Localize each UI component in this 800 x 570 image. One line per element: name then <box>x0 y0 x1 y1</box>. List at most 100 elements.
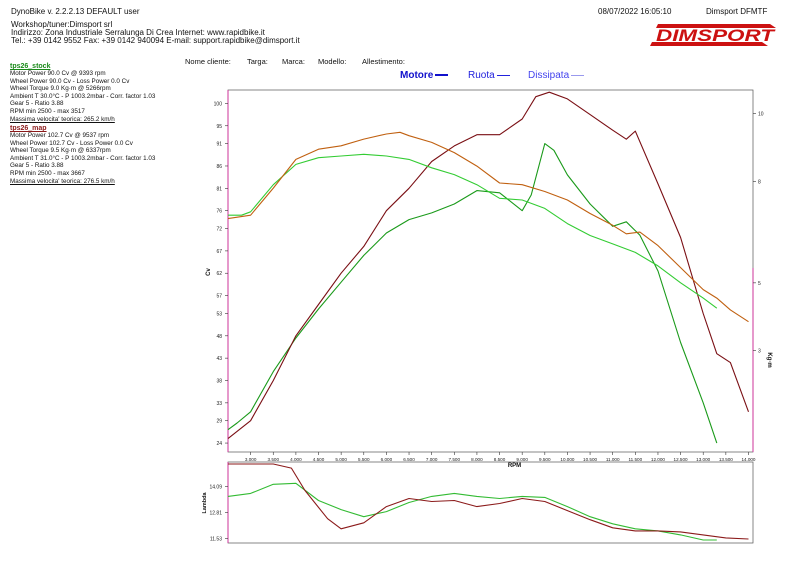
lambda-y-tick-label: 12.81 <box>209 510 222 516</box>
y-tick-label: 38 <box>216 378 222 384</box>
run-title-stock: tps26_stock <box>10 63 51 70</box>
product-name: Dimsport DFMTF <box>706 7 768 16</box>
y2-tick-label: 3 <box>758 349 761 355</box>
lambda-line-tps26_map <box>228 463 749 540</box>
run-title-map: tps26_map <box>10 125 47 132</box>
x-tick-label: 9.000 <box>516 457 528 462</box>
run-info-stock: tps26_stock Motor Power 90.0 Cv @ 9393 r… <box>10 63 155 123</box>
run-line: Gear 5 - Ratio 3.88 <box>10 100 64 108</box>
run-line: Motor Power 90.0 Cv @ 9393 rpm <box>10 70 106 77</box>
workshop-line-3: Tel.: +39 0142 9552 Fax: +39 0142 940094… <box>11 36 300 45</box>
client-name-label: Nome cliente: <box>185 57 231 66</box>
x-tick-label: 4.000 <box>290 457 302 462</box>
y2-axis-label: Kg·m <box>766 352 772 367</box>
y-axis-label: Cv <box>206 268 212 276</box>
x-tick-label: 7.000 <box>426 457 438 462</box>
legend-dissipata-line <box>571 74 585 76</box>
series-line-tps26_map-torque <box>227 131 749 323</box>
x-tick-label: 10.000 <box>560 457 574 462</box>
legend-ruota-line <box>496 74 510 76</box>
lambda-frame <box>227 461 754 544</box>
y-tick-label: 53 <box>216 311 222 317</box>
x-tick-label: 12.000 <box>651 457 665 462</box>
legend-dissipata-label: Dissipata <box>528 70 570 81</box>
x-tick-label: 5.000 <box>335 457 347 462</box>
y-tick-label: 33 <box>216 401 222 407</box>
run-line: Wheel Power 102.7 Cv - Loss Power 0.0 Cv <box>10 139 133 147</box>
lambda-line-tps26_stock <box>227 482 717 541</box>
x-tick-label: 6.000 <box>381 457 393 462</box>
x-axis-label: RPM <box>508 463 521 469</box>
x-tick-label: 4.500 <box>313 457 325 462</box>
legend-motore: Motore <box>400 70 449 81</box>
y-tick-label: 24 <box>216 441 222 447</box>
brand-label: Marca: <box>282 57 305 66</box>
x-tick-label: 3.500 <box>268 457 280 462</box>
y-tick-label: 100 <box>214 101 223 107</box>
x-tick-label: 11.500 <box>628 457 642 462</box>
y-tick-label: 72 <box>216 227 222 233</box>
model-label: Modello: <box>318 57 347 66</box>
run-line: RPM min 2500 - max 3517 <box>10 107 85 115</box>
run-line: Gear 5 - Ratio 3.88 <box>10 162 64 170</box>
y-tick-label: 62 <box>216 271 222 277</box>
series-line-tps26_map-power <box>227 91 750 440</box>
y-tick-label: 57 <box>216 294 222 300</box>
x-tick-label: 3.000 <box>245 457 257 462</box>
x-tick-label: 6.500 <box>403 457 415 462</box>
x-tick-label: 5.500 <box>358 457 370 462</box>
run-speed: Massima velocita' teorica: 265.2 km/h <box>10 115 115 123</box>
x-tick-label: 7.500 <box>449 457 461 462</box>
x-tick-label: 12.500 <box>674 457 688 462</box>
run-line: RPM min 2500 - max 3667 <box>10 169 85 177</box>
run-line: Wheel Power 90.0 Cv - Loss Power 0.0 Cv <box>10 77 130 85</box>
lambda-y-tick-label: 14.09 <box>209 485 222 491</box>
x-tick-label: 9.500 <box>539 457 551 462</box>
run-line: Motor Power 102.7 Cv @ 9537 rpm <box>10 132 110 139</box>
y2-tick-label: 10 <box>758 112 764 118</box>
y-tick-label: 76 <box>216 209 222 215</box>
y-tick-label: 48 <box>216 334 222 340</box>
dimsport-logo: DIMSPORT <box>650 20 780 48</box>
run-speed: Massima velocita' teorica: 276.5 km/h <box>10 177 115 185</box>
legend-motore-line <box>435 74 449 77</box>
series-line-tps26_stock-power <box>227 143 718 444</box>
x-tick-label: 13.500 <box>719 457 733 462</box>
y-tick-label: 91 <box>216 142 222 148</box>
legend-ruota-label: Ruota <box>468 70 495 81</box>
legend-motore-label: Motore <box>400 70 434 81</box>
x-tick-label: 11.000 <box>606 457 620 462</box>
x-tick-label: 8.500 <box>494 457 506 462</box>
run-line: Ambient T 30.0°C - P 1003.2mbar - Corr. … <box>10 92 156 100</box>
plot-frame <box>227 89 754 453</box>
workshop-line-2: Indirizzo: Zona Industriale Serralunga D… <box>11 28 265 37</box>
plate-label: Targa: <box>247 57 268 66</box>
legend-dissipata: Dissipata <box>528 70 585 81</box>
setup-label: Allestimento: <box>362 57 405 66</box>
y2-tick-label: 8 <box>758 179 761 185</box>
x-tick-label: 13.000 <box>696 457 710 462</box>
y-tick-label: 95 <box>216 124 222 130</box>
series-line-tps26_stock-torque <box>228 153 718 309</box>
x-tick-label: 14.000 <box>741 457 755 462</box>
lambda-y-tick-label: 11.53 <box>210 536 222 542</box>
app-version: DynoBike v. 2.2.2.13 DEFAULT user <box>11 7 140 16</box>
run-line: Ambient T 31.0°C - P 1003.2mbar - Corr. … <box>10 154 156 162</box>
y-tick-label: 67 <box>216 249 222 255</box>
x-tick-label: 10.500 <box>583 457 597 462</box>
y-tick-label: 43 <box>216 356 222 362</box>
timestamp: 08/07/2022 16:05:10 <box>598 7 672 16</box>
y-tick-label: 86 <box>216 164 222 170</box>
y-tick-label: 29 <box>216 419 222 425</box>
workshop-line-1: Workshop/tuner:Dimsport srl <box>11 20 113 29</box>
x-tick-label: 8.000 <box>471 457 483 462</box>
run-line: Wheel Torque 9.5 Kg·m @ 6337rpm <box>10 147 111 155</box>
legend-ruota: Ruota <box>468 70 510 81</box>
run-info-map: tps26_map Motor Power 102.7 Cv @ 9537 rp… <box>10 125 155 185</box>
y-tick-label: 81 <box>216 186 222 192</box>
lambda-axis-label: Lambda <box>202 492 208 514</box>
logo-text: DIMSPORT <box>656 26 776 45</box>
run-line: Wheel Torque 9.0 Kg·m @ 5266rpm <box>10 85 111 93</box>
